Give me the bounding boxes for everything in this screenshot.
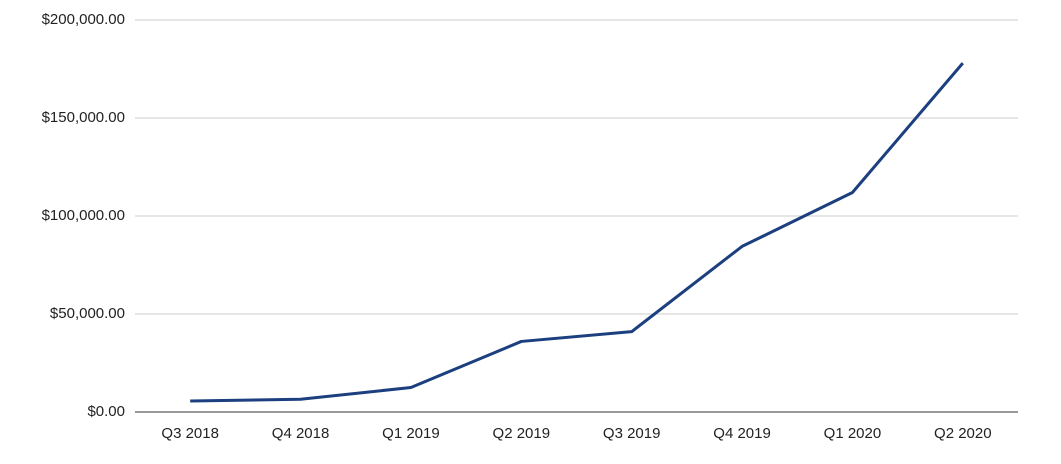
x-tick-label: Q3 2018 xyxy=(161,425,219,442)
y-tick-label: $150,000.00 xyxy=(42,109,125,126)
x-tick-label: Q2 2020 xyxy=(934,425,992,442)
x-tick-label: Q4 2019 xyxy=(713,425,771,442)
x-tick-label: Q1 2019 xyxy=(382,425,440,442)
y-tick-label: $0.00 xyxy=(87,403,125,420)
x-tick-label: Q1 2020 xyxy=(824,425,882,442)
y-tick-label: $100,000.00 xyxy=(42,207,125,224)
x-tick-label: Q3 2019 xyxy=(603,425,661,442)
line xyxy=(190,62,964,403)
x-tick-label: Q4 2018 xyxy=(272,425,330,442)
y-tick-label: $50,000.00 xyxy=(50,305,125,322)
x-tick-label: Q2 2019 xyxy=(493,425,551,442)
y-tick-label: $200,000.00 xyxy=(42,11,125,28)
